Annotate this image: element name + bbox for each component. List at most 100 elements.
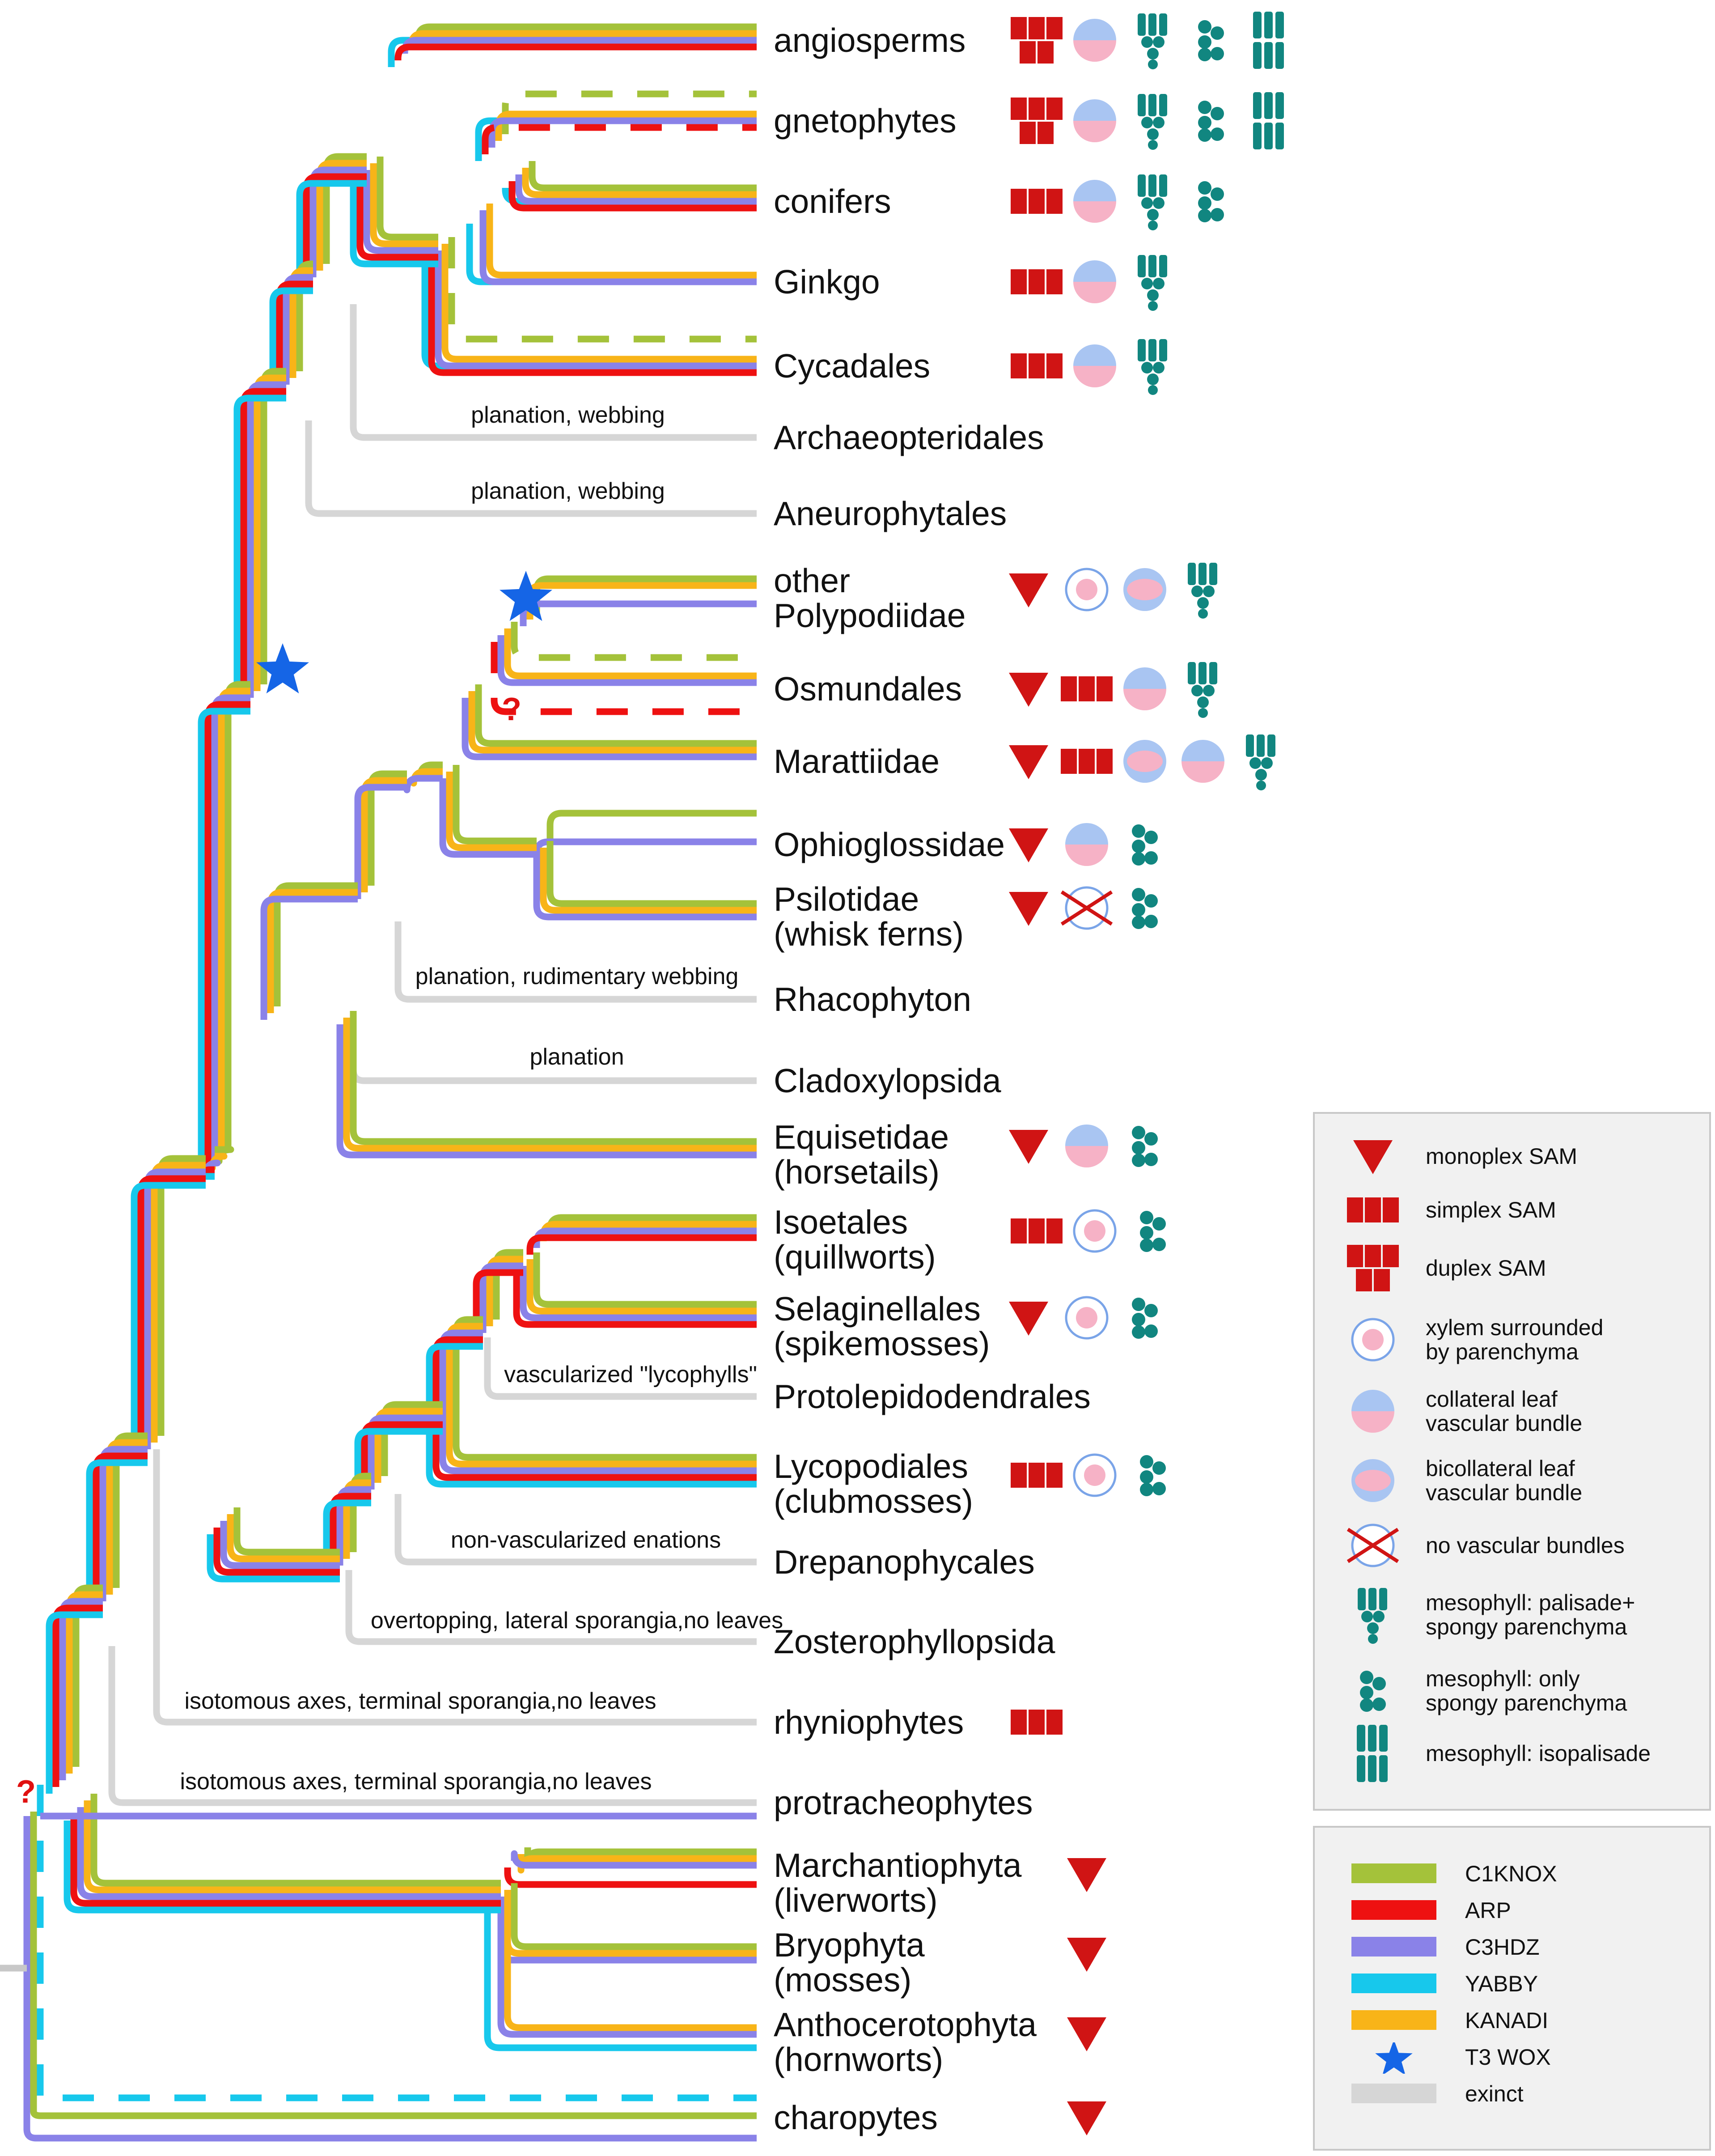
spongy-icon: [1132, 888, 1158, 929]
legend-label-duplex: duplex SAM: [1426, 1256, 1546, 1281]
branch-segment-116: [207, 1534, 340, 1583]
star-icon-ferns: [500, 571, 552, 621]
simplex-icon: [1011, 1463, 1063, 1488]
taxon-label-clado: Cladoxylopsida: [774, 1062, 1001, 1099]
monoplex-icon: [1067, 1858, 1106, 1892]
branch-segment-14: [508, 181, 757, 212]
branch-segment-155: [84, 1800, 501, 1893]
collateral-icon: [1123, 667, 1166, 710]
branch-segment-111: [345, 1570, 757, 1645]
xylem-icon: [1065, 1296, 1109, 1340]
palisade-icon: [1138, 13, 1167, 69]
branch-segment-115: [213, 1528, 340, 1576]
novasc-icon: [1060, 886, 1113, 930]
collateral-icon: [1181, 740, 1224, 783]
branch-segment-68: [354, 784, 407, 899]
branch-segment-24: [370, 163, 438, 247]
collateral-icon: [1073, 99, 1116, 142]
branch-segment-16: [486, 204, 757, 279]
branch-segment-47: [520, 600, 757, 626]
annotation-rhynio: isotomous axes, terminal sporangia,no le…: [184, 1688, 656, 1714]
taxon-label-march: Marchantiophyta (liverworts): [774, 1846, 1022, 1919]
isopalisade-icon: [1357, 1725, 1388, 1782]
branch-segment-59: [533, 854, 757, 921]
palisade-icon: [1246, 734, 1275, 790]
branch-segment-82: [526, 1259, 757, 1315]
trait-icons: [1009, 12, 1284, 2135]
branch-segment-31: [303, 173, 367, 284]
duplex-icon: [1011, 17, 1063, 64]
branch-segment-148: [511, 1883, 757, 1950]
legend-gene-label-1: ARP: [1465, 1898, 1511, 1923]
branch-segment-105: [394, 1494, 757, 1566]
collateral-icon: [1073, 260, 1116, 303]
bicollateral-icon: [1123, 740, 1166, 783]
taxon-label-selag: Selaginellales (spikemosses): [774, 1290, 990, 1362]
palisade-icon: [1138, 255, 1167, 311]
branch-segment-6: [502, 90, 757, 134]
branch-segment-127: [157, 1155, 206, 1436]
branch-segment-10: [502, 186, 757, 205]
branch-segment-39: [305, 420, 757, 517]
legend-label-isopalisade: mesophyll: isopalisade: [1426, 1741, 1651, 1766]
collateral-bundle-icon: [1351, 1390, 1394, 1433]
annotation-archaeo: planation, webbing: [471, 402, 665, 428]
collateral-icon: [1073, 344, 1116, 387]
legend-label-xylem: xylem surrounded by parenchyma: [1426, 1315, 1604, 1364]
branch-segment-161: [30, 1812, 757, 2119]
legend-gene-row-6: exinct: [1315, 2079, 1709, 2110]
branch-segment-0: [388, 37, 757, 67]
branch-segment-83: [520, 1266, 757, 1321]
xylem-icon: [1065, 568, 1109, 611]
annotation-zostero: overtopping, lateral sporangia,no leaves: [371, 1608, 783, 1634]
branch-segment-151: [484, 1910, 757, 2051]
taxon-label-maratt: Marattiidae: [774, 743, 940, 780]
taxon-label-protolep: Protolepidodendrales: [774, 1378, 1091, 1415]
legend-row-novasc: no vascular bundles: [1315, 1514, 1709, 1577]
branch-segment-84: [513, 1273, 757, 1328]
branch-segment-143: [108, 1646, 757, 1806]
legend-gene-label-0: C1KNOX: [1465, 1861, 1557, 1886]
branch-segment-154: [90, 1794, 501, 1887]
annotation-drepano: non-vascularized enations: [451, 1527, 721, 1553]
legend-gene-label-3: YABBY: [1465, 1971, 1538, 1996]
taxon-label-gneto: gnetophytes: [774, 102, 957, 140]
branch-segment-54: [462, 698, 757, 760]
branch-segment-20: [441, 244, 757, 363]
monoplex-sam-icon: [1353, 1140, 1393, 1174]
branch-segment-38: [350, 304, 757, 441]
branch-segment-53: [468, 691, 757, 754]
branch-segment-60: [453, 765, 537, 845]
collateral-icon: [1065, 1125, 1108, 1167]
palisade-icon: [1138, 174, 1167, 230]
legend-row-simplex: simplex SAM: [1315, 1179, 1709, 1241]
legend-label-monoplex: monoplex SAM: [1426, 1144, 1578, 1169]
taxon-label-protrach: protracheophytes: [774, 1784, 1033, 1821]
branch-segment-61: [446, 772, 537, 851]
branch-segment-67: [361, 777, 407, 892]
branch-segment-49: [504, 628, 757, 679]
monoplex-icon: [1009, 573, 1048, 607]
legend-label-collateral: collateral leaf vascular bundle: [1426, 1387, 1583, 1436]
branch-segment-153: [497, 1897, 757, 2038]
branch-segment-43: [240, 388, 286, 705]
no-vascular-bundles-icon: [1347, 1524, 1399, 1567]
taxon-label-archaeo: Archaeopteridales: [774, 419, 1044, 456]
branch-segment-13: [515, 174, 757, 205]
legend-row-monoplex: monoplex SAM: [1315, 1125, 1709, 1188]
branch-segment-52: [475, 684, 757, 747]
taxon-label-charo: charopytes: [774, 2099, 938, 2136]
branch-segment-18: [421, 264, 757, 369]
palisade-icon: [1138, 94, 1167, 150]
monoplex-icon: [1009, 745, 1048, 779]
annotation-clado: planation: [529, 1044, 624, 1070]
simplex-icon: [1011, 353, 1063, 378]
legend-row-xylem: xylem surrounded by parenchyma: [1315, 1308, 1709, 1371]
branch-segment-158: [64, 1821, 501, 1914]
taxon-label-zostero: Zosterophyllopsida: [774, 1623, 1055, 1660]
branch-segment-132: [153, 1449, 757, 1726]
monoplex-icon: [1009, 1130, 1048, 1164]
branch-segment-79: [533, 1227, 757, 1248]
spongy-icon: [1132, 1126, 1158, 1167]
spongy-icon: [1198, 181, 1224, 222]
